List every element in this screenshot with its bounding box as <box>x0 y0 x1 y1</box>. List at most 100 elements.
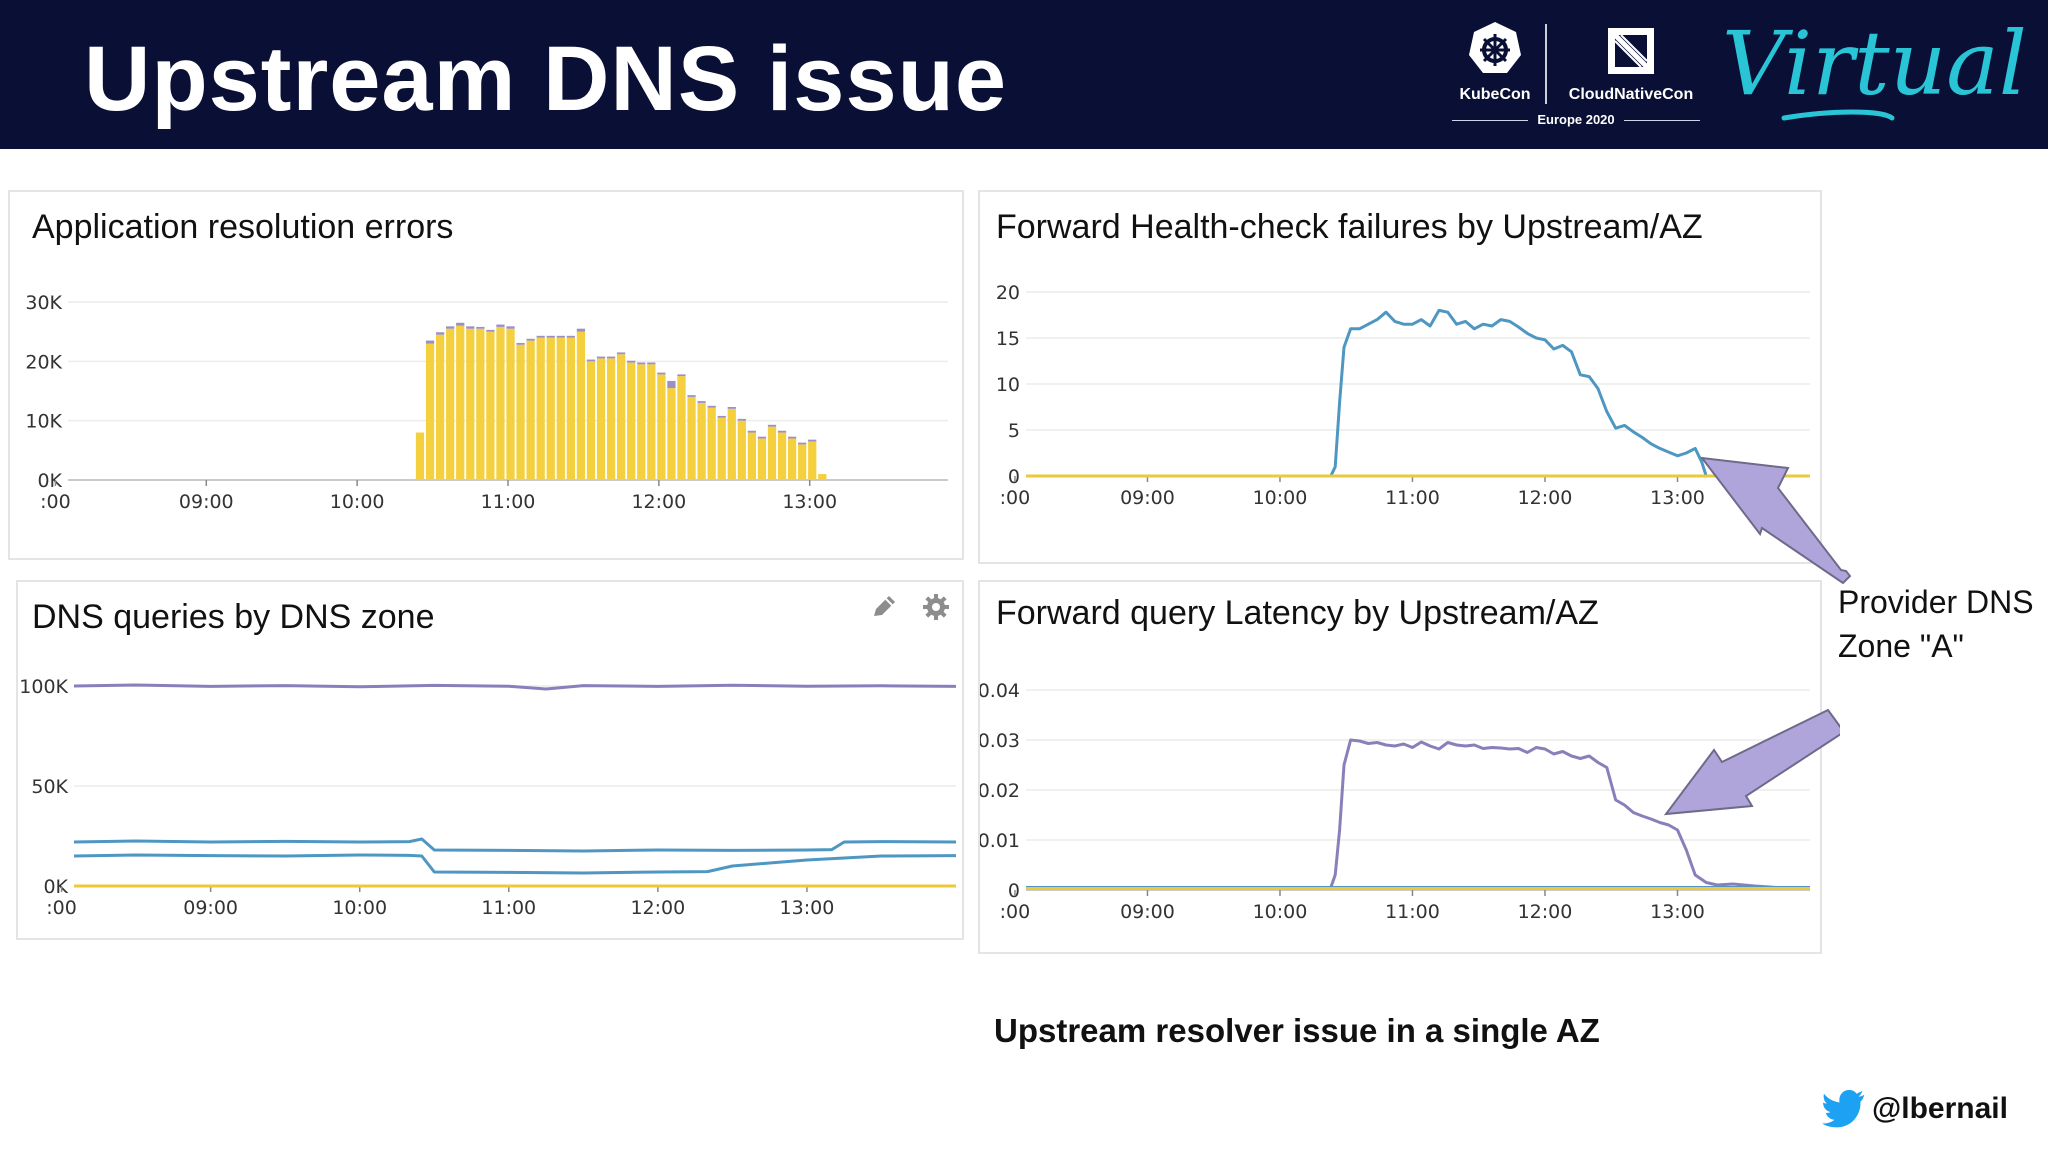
x-tick-label: 13:00 <box>782 491 837 513</box>
bar-cap <box>697 401 706 403</box>
x-tick-label: 10:00 <box>332 897 387 919</box>
bar-cap <box>767 424 777 427</box>
x-tick-label: :00 <box>46 897 77 919</box>
logo-divider <box>1545 24 1547 104</box>
bar <box>787 438 797 480</box>
panel-application-resolution-errors: Application resolution errors 0K 10K 20K 30… <box>8 190 964 560</box>
bar <box>476 328 485 480</box>
event-rule-right <box>1624 120 1700 121</box>
panel-toolbar <box>868 592 964 622</box>
bar <box>425 343 435 480</box>
slide-caption: Upstream resolver issue in a single AZ <box>994 1012 1600 1049</box>
bar <box>697 402 706 480</box>
bar <box>677 376 686 480</box>
cloudnativecon-logo: CloudNativeCon <box>1556 14 1706 134</box>
bar-cap <box>466 326 475 329</box>
x-tick-label: 09:00 <box>1120 901 1175 923</box>
cloudnativecon-label: CloudNativeCon <box>1568 86 1694 103</box>
bar-cap <box>496 324 505 327</box>
bar <box>777 432 787 480</box>
bar <box>456 325 465 480</box>
x-tick-label: 12:00 <box>1518 901 1573 923</box>
x-tick-label: 11:00 <box>1385 901 1440 923</box>
bar <box>506 328 515 480</box>
panel-forward-health-check-failures: Forward Health-check failures by Upstrea… <box>978 190 1822 564</box>
bar <box>596 358 606 480</box>
event-label: Europe 2020 <box>1537 112 1615 127</box>
x-tick-label: 12:00 <box>631 491 686 513</box>
x-tick-label: 13:00 <box>780 897 835 919</box>
bar <box>486 331 495 480</box>
y-tick-label: 0.03 <box>980 730 1020 752</box>
bar <box>566 337 575 480</box>
bar-cap <box>657 372 666 375</box>
bar <box>576 331 586 480</box>
cncf-logo-icon <box>1608 28 1654 74</box>
bar <box>747 432 757 480</box>
arrow-shape <box>1663 708 1840 816</box>
bar-cap <box>425 340 435 344</box>
bar-cap <box>476 326 485 329</box>
panel-title: Application resolution errors <box>32 208 454 246</box>
x-tick-label: 10:00 <box>1253 487 1308 509</box>
annotation-line-2: Zone "A" <box>1838 628 1964 664</box>
panel-title: DNS queries by DNS zone <box>32 598 435 636</box>
bar-cap <box>617 352 626 355</box>
bar-cap <box>596 356 606 359</box>
bar <box>617 354 626 480</box>
kubecon-label: KubeCon <box>1459 86 1531 103</box>
bar-cap <box>808 439 817 442</box>
y-tick-label: 0.02 <box>980 780 1020 802</box>
event-rule-left <box>1452 120 1528 121</box>
bar <box>627 362 636 480</box>
bar <box>798 444 807 480</box>
x-tick-label: 11:00 <box>481 491 536 513</box>
bar <box>737 420 746 480</box>
annotation-arrow-bottom <box>1663 708 1840 816</box>
bar-cap <box>798 442 807 445</box>
panel-dns-queries-by-dns-zone: DNS queries by DNS zone 0K 50K 100K:00 09:0… <box>16 580 964 940</box>
x-tick-label: 09:00 <box>179 491 234 513</box>
bar <box>687 396 696 480</box>
bar-cap <box>556 335 565 338</box>
kubernetes-helm-icon <box>1469 22 1521 73</box>
bar <box>466 328 475 480</box>
bar <box>435 334 445 480</box>
bar <box>586 361 596 480</box>
bar-cap <box>627 360 636 363</box>
y-tick-label: 10K <box>25 411 62 433</box>
bar <box>667 388 676 480</box>
x-tick-label: 09:00 <box>1120 487 1175 509</box>
series-line-blue <box>73 837 957 853</box>
bar <box>818 474 827 480</box>
twitter-bird-icon <box>1822 1090 1865 1128</box>
annotation-arrow-top <box>1699 456 1852 584</box>
x-tick-label: 12:00 <box>630 897 685 919</box>
arrow-shape <box>1699 456 1852 584</box>
series-line-purple <box>1026 738 1799 889</box>
bar-cap <box>536 335 545 338</box>
bar-cap <box>637 362 646 365</box>
bar-cap <box>546 335 555 338</box>
bar <box>637 364 646 480</box>
y-tick-label: 5 <box>1008 420 1020 442</box>
x-tick-label: 10:00 <box>330 491 385 513</box>
bar-cap <box>717 415 726 418</box>
bar <box>727 408 736 480</box>
settings-gear-icon[interactable] <box>920 592 952 622</box>
bar <box>717 417 726 480</box>
y-tick-label: 0K <box>37 470 62 492</box>
bar <box>496 326 505 480</box>
bar <box>808 441 817 480</box>
edit-pencil-icon[interactable] <box>868 592 900 622</box>
series-line-blue <box>1026 308 1708 478</box>
panel-title: Forward query Latency by Upstream/AZ <box>996 594 1599 632</box>
slide-title: Upstream DNS issue <box>84 28 1007 130</box>
bar-cap <box>667 380 676 389</box>
bar-cap <box>446 326 455 329</box>
y-tick-label: 50K <box>31 776 68 798</box>
bar-cap <box>677 374 686 377</box>
bar-cap <box>576 328 586 332</box>
x-tick-label: 12:00 <box>1518 487 1573 509</box>
bar-cap <box>606 356 616 359</box>
